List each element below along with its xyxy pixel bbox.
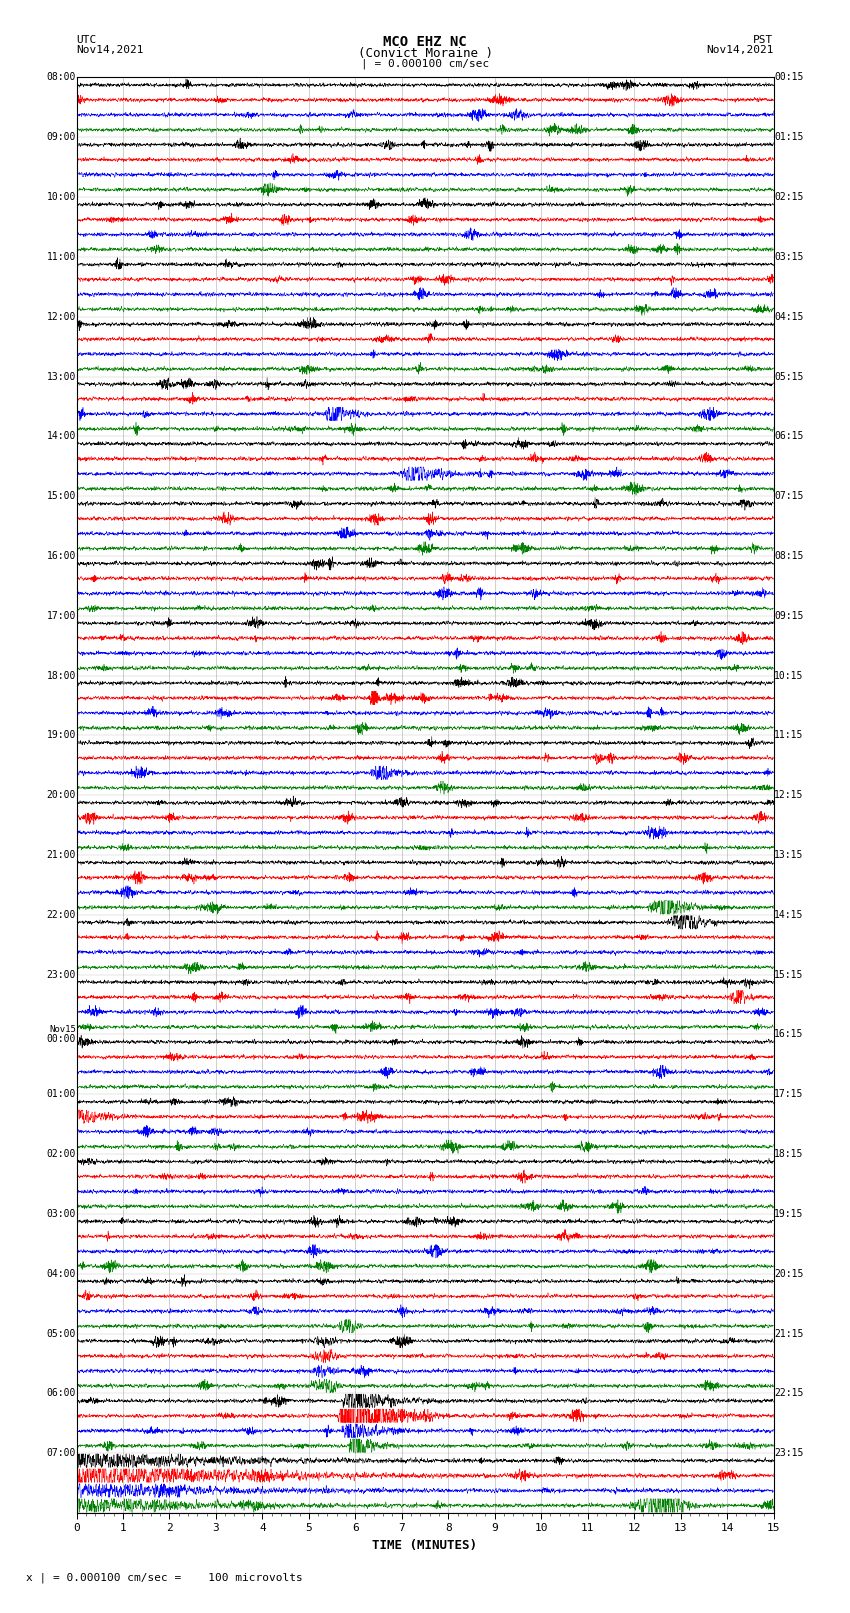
Text: 03:15: 03:15 <box>774 252 803 261</box>
Text: 07:15: 07:15 <box>774 490 803 502</box>
Text: 05:15: 05:15 <box>774 371 803 382</box>
Text: 16:15: 16:15 <box>774 1029 803 1039</box>
Text: 16:00: 16:00 <box>47 552 76 561</box>
Text: 03:00: 03:00 <box>47 1208 76 1219</box>
Text: 10:00: 10:00 <box>47 192 76 202</box>
Text: (Convict Moraine ): (Convict Moraine ) <box>358 47 492 60</box>
Text: 14:00: 14:00 <box>47 431 76 442</box>
Text: 20:00: 20:00 <box>47 790 76 800</box>
Text: 11:00: 11:00 <box>47 252 76 261</box>
Text: 10:15: 10:15 <box>774 671 803 681</box>
Text: 08:15: 08:15 <box>774 552 803 561</box>
Text: 17:15: 17:15 <box>774 1089 803 1100</box>
Text: PST: PST <box>753 35 774 45</box>
Text: 00:15: 00:15 <box>774 73 803 82</box>
Text: 15:00: 15:00 <box>47 490 76 502</box>
Text: 12:00: 12:00 <box>47 311 76 321</box>
Text: 04:00: 04:00 <box>47 1269 76 1279</box>
Text: 19:00: 19:00 <box>47 731 76 740</box>
Text: 02:15: 02:15 <box>774 192 803 202</box>
Text: Nov14,2021: Nov14,2021 <box>76 45 144 55</box>
Text: 21:15: 21:15 <box>774 1329 803 1339</box>
Text: 06:15: 06:15 <box>774 431 803 442</box>
Text: 01:00: 01:00 <box>47 1089 76 1100</box>
Text: 04:15: 04:15 <box>774 311 803 321</box>
Text: 07:00: 07:00 <box>47 1448 76 1458</box>
Text: 13:00: 13:00 <box>47 371 76 382</box>
Text: Nov15: Nov15 <box>49 1026 76 1034</box>
Text: 11:15: 11:15 <box>774 731 803 740</box>
Text: 09:00: 09:00 <box>47 132 76 142</box>
Text: 20:15: 20:15 <box>774 1269 803 1279</box>
Text: 18:15: 18:15 <box>774 1148 803 1160</box>
Text: 14:15: 14:15 <box>774 910 803 919</box>
Text: 21:00: 21:00 <box>47 850 76 860</box>
Text: | = 0.000100 cm/sec: | = 0.000100 cm/sec <box>361 58 489 69</box>
Text: 08:00: 08:00 <box>47 73 76 82</box>
Text: Nov14,2021: Nov14,2021 <box>706 45 774 55</box>
Text: 22:15: 22:15 <box>774 1389 803 1398</box>
X-axis label: TIME (MINUTES): TIME (MINUTES) <box>372 1539 478 1552</box>
Text: 22:00: 22:00 <box>47 910 76 919</box>
Text: MCO EHZ NC: MCO EHZ NC <box>383 35 467 50</box>
Text: 15:15: 15:15 <box>774 969 803 979</box>
Text: 06:00: 06:00 <box>47 1389 76 1398</box>
Text: 19:15: 19:15 <box>774 1208 803 1219</box>
Text: 18:00: 18:00 <box>47 671 76 681</box>
Text: 09:15: 09:15 <box>774 611 803 621</box>
Text: 00:00: 00:00 <box>47 1034 76 1045</box>
Text: x | = 0.000100 cm/sec =    100 microvolts: x | = 0.000100 cm/sec = 100 microvolts <box>26 1573 303 1584</box>
Text: 02:00: 02:00 <box>47 1148 76 1160</box>
Text: 23:15: 23:15 <box>774 1448 803 1458</box>
Text: 05:00: 05:00 <box>47 1329 76 1339</box>
Text: 17:00: 17:00 <box>47 611 76 621</box>
Text: 12:15: 12:15 <box>774 790 803 800</box>
Text: UTC: UTC <box>76 35 97 45</box>
Text: 13:15: 13:15 <box>774 850 803 860</box>
Text: 23:00: 23:00 <box>47 969 76 979</box>
Text: 01:15: 01:15 <box>774 132 803 142</box>
